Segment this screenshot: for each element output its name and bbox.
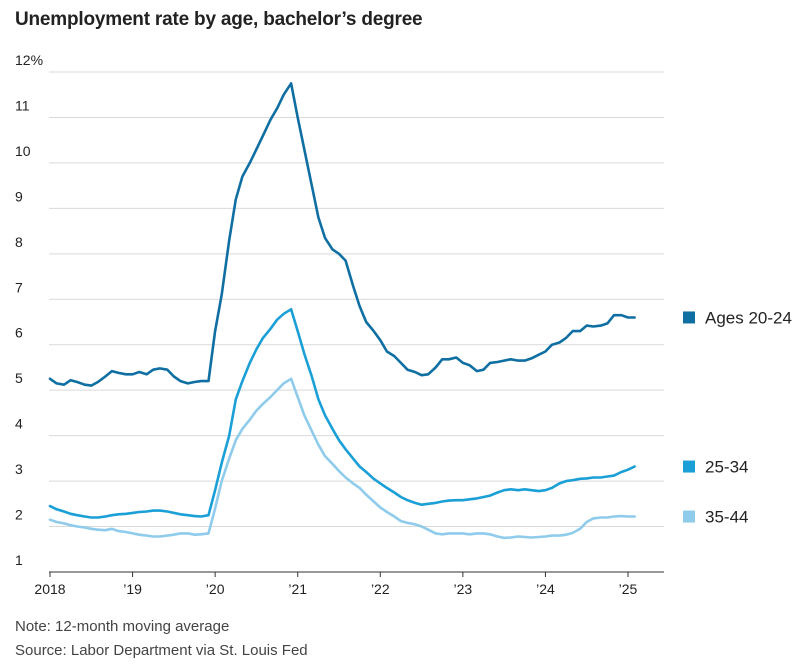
y-tick-label: 8 bbox=[15, 234, 23, 250]
chart-title: Unemployment rate by age, bachelor’s deg… bbox=[15, 9, 423, 30]
y-tick-label: 4 bbox=[15, 416, 23, 432]
y-tick-label: 12% bbox=[15, 52, 43, 68]
y-tick-label: 3 bbox=[15, 461, 23, 477]
x-tick-label: ’19 bbox=[123, 581, 142, 597]
x-tick-label: ’24 bbox=[536, 581, 555, 597]
y-tick-label: 7 bbox=[15, 279, 23, 295]
chart-note: Note: 12-month moving average bbox=[15, 618, 230, 635]
chart-source: Source: Labor Department via St. Louis F… bbox=[15, 642, 308, 659]
y-tick-label: 1 bbox=[15, 552, 23, 568]
y-tick-label: 10 bbox=[15, 143, 31, 159]
series-line bbox=[48, 82, 636, 387]
x-tick-label: ’25 bbox=[619, 581, 638, 597]
y-tick-label: 5 bbox=[15, 370, 23, 386]
y-tick-label: 2 bbox=[15, 507, 23, 523]
y-axis-ticks: 12% 11 10 9 8 7 6 5 4 3 2 1 bbox=[15, 52, 43, 568]
series-lines bbox=[48, 82, 636, 540]
series-line bbox=[48, 308, 636, 519]
legend-label: Ages 20-24 bbox=[705, 308, 792, 327]
series-line bbox=[48, 377, 636, 540]
legend-swatch bbox=[683, 510, 695, 523]
x-axis: 2018 ’19 ’20 ’21 ’22 ’23 ’24 ’25 bbox=[34, 571, 664, 597]
legend-label: 35-44 bbox=[705, 508, 748, 527]
legend-label: 25-34 bbox=[705, 458, 748, 477]
x-tick-label: ’20 bbox=[206, 581, 225, 597]
x-tick-label: ’22 bbox=[371, 581, 390, 597]
x-tick-label: ’23 bbox=[454, 581, 473, 597]
y-tick-label: 6 bbox=[15, 325, 23, 341]
gridlines bbox=[49, 71, 664, 528]
legend-swatch bbox=[683, 460, 695, 473]
legend: Ages 20-24 25-34 35-44 bbox=[683, 308, 792, 527]
x-tick-label: ’21 bbox=[288, 581, 307, 597]
y-tick-label: 11 bbox=[15, 97, 30, 113]
line-chart: 12% 11 10 9 8 7 6 5 4 3 2 1 2018 ’19 ’20 ’21 ’22 ’23 ’24 ’… bbox=[15, 52, 792, 597]
x-tick-label: 2018 bbox=[34, 581, 65, 597]
legend-swatch bbox=[683, 311, 695, 324]
y-tick-label: 9 bbox=[15, 188, 23, 204]
